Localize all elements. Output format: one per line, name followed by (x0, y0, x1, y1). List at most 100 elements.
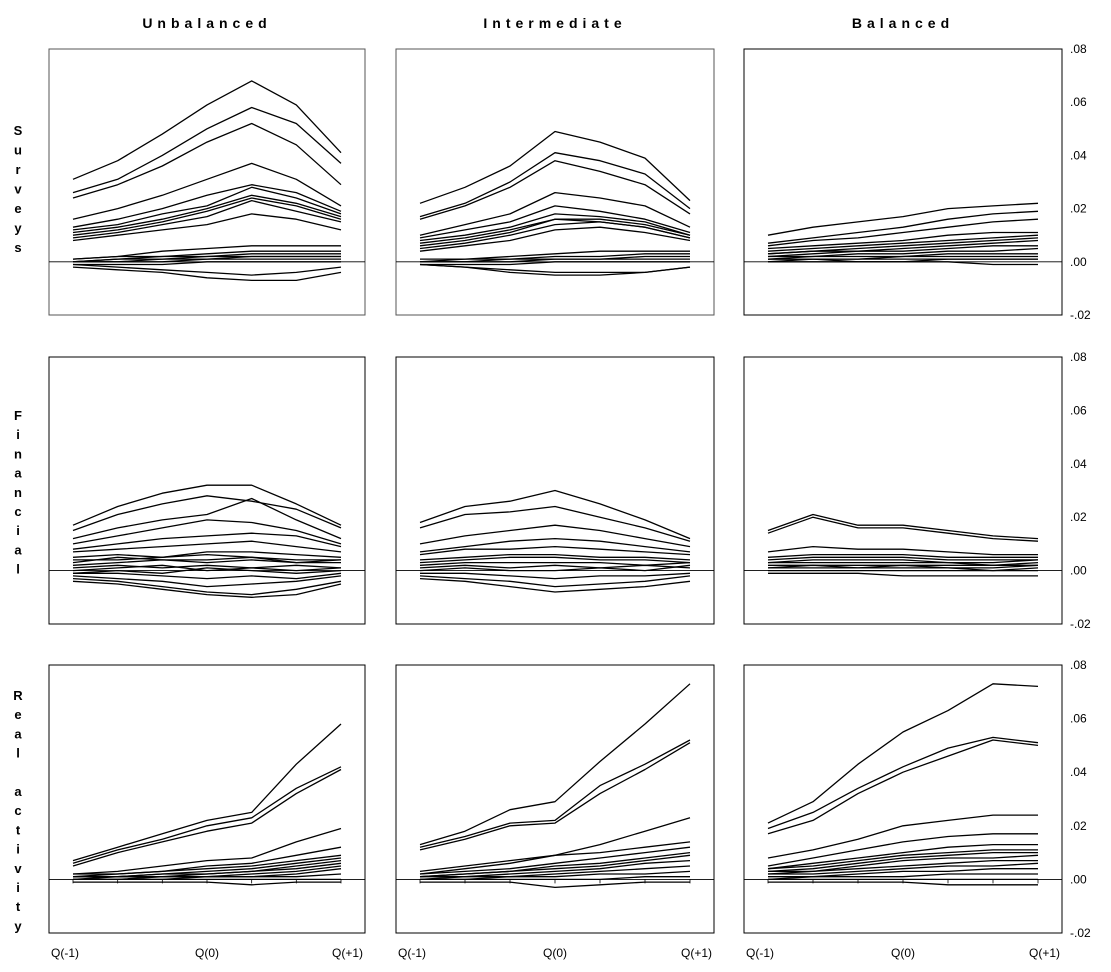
series-line (72, 497, 342, 540)
y-tick-label: .04 (1070, 148, 1087, 162)
row-title-letter: y (14, 221, 22, 236)
x-tick-label: Q(-1) (398, 946, 426, 960)
row-title-letter: i (16, 427, 20, 442)
y-tick-label: .06 (1070, 95, 1087, 109)
y-tick-label: -.02 (1070, 926, 1091, 940)
x-tick-label: Q(+1) (1029, 946, 1060, 960)
series-line (768, 881, 1038, 886)
series-line (419, 575, 691, 588)
row-title-letter: S (14, 123, 23, 138)
series-line (419, 564, 691, 569)
row-title-letter: i (16, 842, 20, 857)
series-line (767, 210, 1039, 244)
series-line (72, 519, 342, 545)
series-line (767, 814, 1038, 859)
series-line (767, 833, 1038, 867)
row-title-letter: a (14, 726, 22, 741)
y-tick-label: .04 (1070, 765, 1087, 779)
series-line (72, 827, 342, 875)
panel-real-activity-balanced: .08 .06 .04 .02 .00 -.02 Q(-1) Q(0) Q(+1) (743, 658, 1091, 960)
x-tick-label: Q(+1) (332, 946, 363, 960)
series-line (767, 873, 1038, 881)
series-line (420, 261, 690, 266)
panel-financial-intermediate (395, 356, 715, 625)
panel-surveys-unbalanced (48, 48, 366, 316)
series-line (419, 489, 691, 540)
series-line (72, 575, 342, 588)
series-line (419, 865, 691, 881)
row-title-letter: a (14, 784, 22, 799)
series-line (72, 540, 342, 553)
series-line (419, 505, 691, 542)
series-line (419, 191, 691, 236)
row-title-letter: n (14, 485, 22, 500)
series-line (768, 258, 1038, 266)
y-tick-label: .06 (1070, 403, 1087, 417)
series-line (419, 545, 691, 556)
series-line (767, 239, 1039, 255)
series-line (72, 186, 342, 231)
panel-frame (743, 48, 1063, 316)
row-title-letter: v (14, 861, 22, 876)
row-title-letter: t (16, 822, 21, 837)
panel-frame (743, 356, 1063, 625)
series-line (419, 205, 691, 239)
row-title-letter: c (14, 504, 21, 519)
row-title-letter: e (14, 201, 21, 216)
series-line (72, 263, 342, 276)
x-tick-label: Q(-1) (746, 946, 774, 960)
row-title-letter: r (15, 162, 20, 177)
series-line (72, 250, 341, 260)
series-line (72, 766, 342, 864)
series-line (73, 261, 341, 266)
series-line (419, 556, 691, 564)
series-line (767, 545, 1038, 556)
series-line (767, 513, 1039, 540)
series-line (420, 572, 691, 580)
series-line (72, 162, 342, 220)
series-line (419, 213, 691, 242)
series-line (420, 258, 690, 263)
column-title-balanced: Balanced (852, 15, 954, 31)
series-line (72, 580, 342, 598)
panel-surveys-intermediate (395, 48, 715, 316)
series-line (419, 742, 691, 851)
row-title-letter: l (16, 746, 20, 761)
series-line (72, 564, 342, 572)
row-title-letter: a (14, 542, 22, 557)
row-title-letter: R (13, 688, 23, 703)
series-line (419, 537, 691, 553)
x-tick-label: Q(0) (891, 946, 915, 960)
y-tick-label: .00 (1070, 564, 1087, 578)
panel-frame (48, 48, 366, 316)
panel-frame (395, 356, 715, 625)
series-line (767, 202, 1039, 236)
series-line (767, 559, 1039, 564)
series-line (419, 152, 691, 218)
y-tick-label: .02 (1070, 819, 1087, 833)
series-line (72, 551, 342, 558)
series-line (72, 266, 342, 282)
series-line (72, 577, 342, 596)
row-title-letter: i (16, 523, 20, 538)
row-title-letter: l (16, 562, 20, 577)
series-line (420, 881, 690, 889)
y-tick-label: -.02 (1070, 308, 1091, 322)
series-line (72, 106, 342, 194)
series-line (419, 564, 691, 572)
row-title-letter: n (14, 446, 22, 461)
y-tick-label: .08 (1070, 658, 1087, 672)
y-tick-label: .02 (1070, 510, 1087, 524)
series-line (72, 532, 342, 550)
row-title-letter: e (14, 707, 21, 722)
series-line (420, 876, 690, 881)
panel-financial-unbalanced (48, 356, 366, 625)
panel-real-activity-unbalanced: Q(-1) Q(0) Q(+1) (48, 664, 366, 960)
series-line (72, 194, 342, 234)
panel-frame (395, 48, 715, 316)
y-tick-label: .00 (1070, 255, 1087, 269)
panel-financial-balanced: .08 .06 .04 .02 .00 -.02 (743, 350, 1091, 631)
